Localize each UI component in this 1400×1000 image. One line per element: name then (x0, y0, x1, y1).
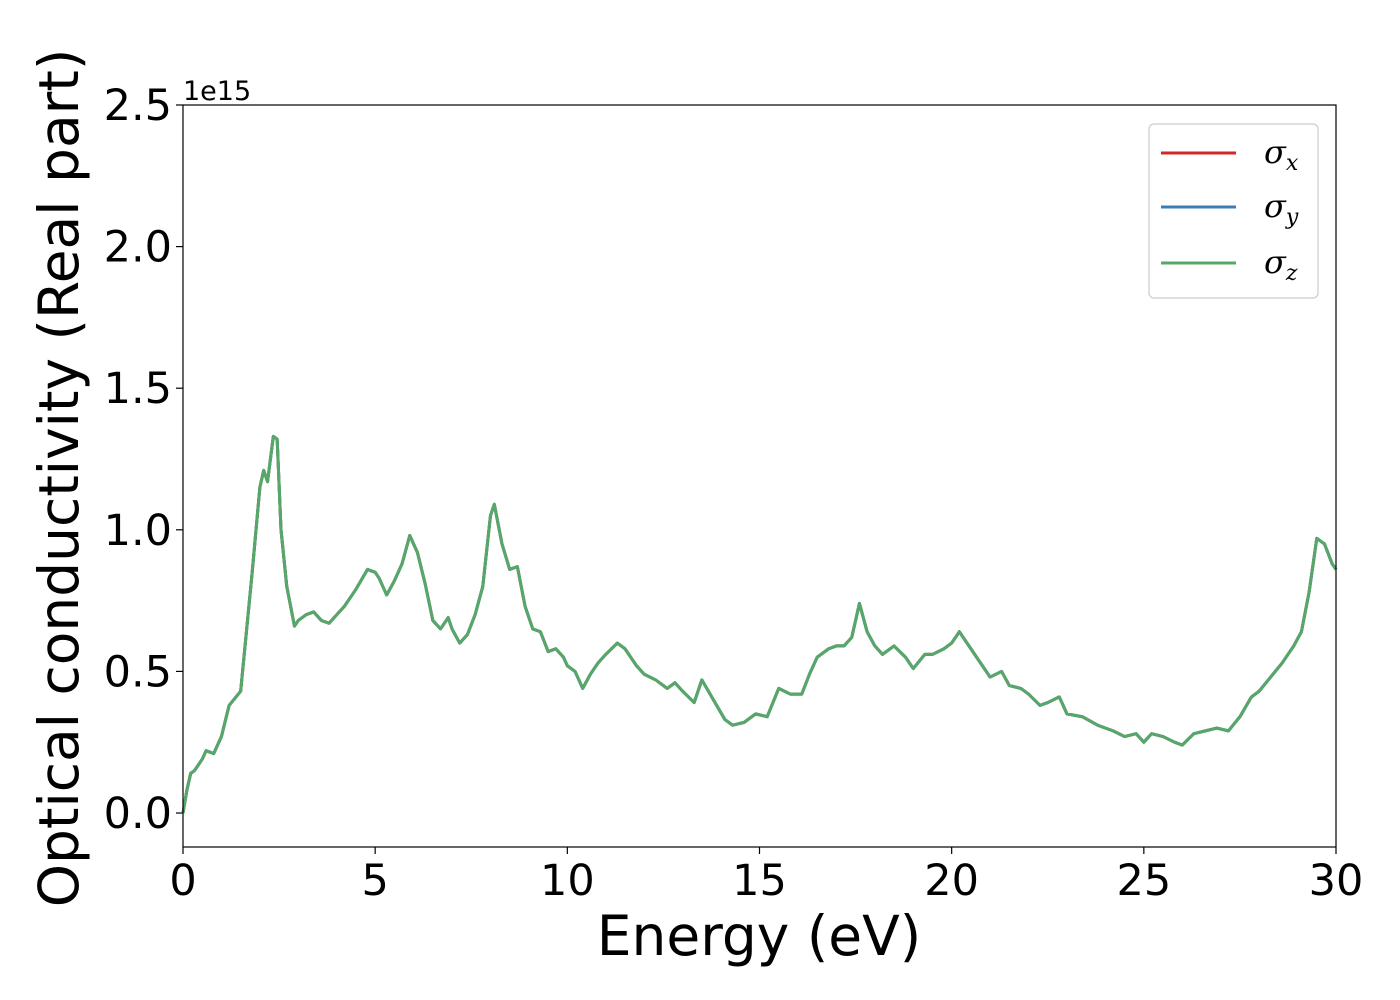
x-axis-label: Energy (eV) (597, 904, 921, 968)
y-tick-label: 2.5 (104, 81, 172, 131)
legend-symbol: σ (1264, 243, 1287, 281)
series-lines (181, 434, 1338, 814)
legend-box (1148, 123, 1319, 299)
x-axis-ticks: 0 5 10 15 20 25 30 (169, 847, 1363, 906)
legend-symbol: σ (1264, 133, 1287, 171)
x-tick-label: 0 (169, 856, 196, 906)
y-axis-label: Optical conductivity (Real part) (27, 49, 91, 908)
legend-item-sigma-x: σx (1161, 133, 1299, 176)
series-line-sigma-z (181, 434, 1338, 814)
x-tick-label: 5 (361, 856, 388, 906)
y-tick-label: 0.5 (104, 647, 172, 697)
legend-item-sigma-z: σz (1161, 243, 1298, 286)
legend-label: σx (1264, 133, 1299, 176)
x-tick-label: 25 (1116, 856, 1171, 906)
x-tick-label: 10 (540, 856, 595, 906)
legend-label: σz (1264, 243, 1298, 286)
y-tick-label: 0.0 (104, 789, 172, 839)
legend-subscript: x (1286, 151, 1299, 176)
legend-label: σy (1264, 187, 1299, 230)
y-tick-label: 1.0 (104, 506, 172, 556)
axes-frame (182, 104, 1337, 848)
legend-symbol: σ (1264, 187, 1287, 225)
legend-item-sigma-y: σy (1161, 187, 1299, 230)
x-tick-label: 20 (924, 856, 979, 906)
legend-subscript: y (1285, 205, 1299, 230)
y-axis-offset-label: 1e15 (183, 76, 251, 107)
legend-subscript: z (1285, 261, 1298, 286)
x-tick-label: 15 (732, 856, 787, 906)
y-axis-ticks: 0.0 0.5 1.0 1.5 2.0 2.5 (104, 81, 183, 839)
x-tick-label: 30 (1309, 856, 1364, 906)
y-tick-label: 1.5 (104, 364, 172, 414)
y-tick-label: 2.0 (104, 223, 172, 273)
